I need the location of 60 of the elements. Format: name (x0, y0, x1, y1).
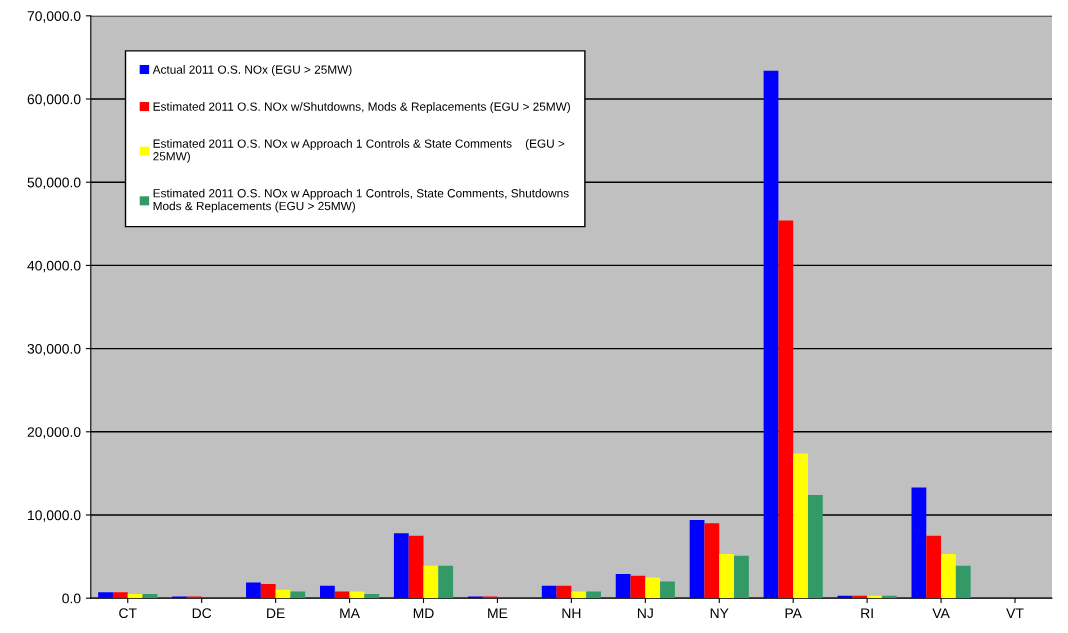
bar (615, 574, 631, 599)
bar (689, 519, 705, 599)
y-tick-label: 0.0 (62, 593, 81, 604)
bar (541, 585, 557, 599)
bar (334, 591, 350, 599)
y-tick-label: 10,000.0 (28, 510, 81, 522)
bar (556, 585, 572, 599)
bar (142, 594, 158, 599)
y-tick-label: 70,000.0 (27, 11, 81, 23)
y-tick-label: 30,000.0 (27, 343, 81, 356)
bar (645, 577, 661, 599)
bar (98, 592, 113, 599)
bar (393, 533, 409, 599)
bar (246, 582, 261, 599)
bar (127, 594, 143, 599)
bar (807, 495, 823, 599)
bar (260, 584, 276, 599)
x-tick-label: ME (488, 608, 508, 618)
bar (660, 581, 675, 599)
x-tick-label: DC (192, 608, 212, 619)
y-tick-label: 40,000.0 (27, 260, 81, 273)
bar (719, 554, 735, 599)
x-tick-label: MA (340, 608, 360, 618)
x-tick-label: VA (932, 608, 950, 618)
x-tick-label: NY (710, 608, 729, 618)
y-tick-label: 60,000.0 (27, 94, 81, 106)
legend-label: Estimated 2011 O.S. NOx w Approach 1 Controls, State Comments, Shutdowns Mods & Replacements (EGU > 25MW) (153, 188, 569, 213)
x-tick-label: NH (562, 608, 581, 618)
x-tick-label: CT (119, 608, 137, 619)
bar (112, 592, 128, 599)
y-tick-label: 20,000.0 (27, 427, 81, 439)
legend-label: Estimated 2011 O.S. NOx w Approach 1 Controls & State Comments (EGU > 25MW) (153, 139, 565, 163)
bar (734, 555, 749, 599)
legend-label: Actual 2011 O.S. NOx (EGU > 25MW) (152, 65, 352, 77)
bar (955, 565, 971, 599)
bar (630, 575, 646, 599)
bar (926, 535, 942, 599)
x-tick-label: VT (1006, 608, 1024, 618)
x-tick-label: MD (413, 608, 434, 618)
bar (586, 591, 601, 599)
x-tick-label: PA (785, 608, 802, 618)
bar (438, 565, 454, 599)
bar (571, 591, 587, 599)
bar (290, 591, 306, 599)
x-tick-label: DE (267, 608, 285, 618)
x-tick-label: NJ (637, 608, 653, 619)
bar (319, 585, 335, 599)
y-tick-label: 50,000.0 (27, 177, 81, 190)
bar (941, 554, 956, 599)
bar (911, 487, 927, 599)
bar (704, 523, 720, 599)
bar (763, 70, 779, 599)
bar (793, 453, 808, 599)
bar (423, 565, 439, 599)
x-tick-label: RI (861, 608, 873, 618)
bar (778, 220, 794, 599)
legend-label: Estimated 2011 O.S. NOx w/Shutdowns, Mods & Replacements (EGU > 25MW) (153, 102, 570, 114)
bar (364, 594, 380, 599)
bar (275, 589, 291, 599)
bar (408, 535, 424, 599)
